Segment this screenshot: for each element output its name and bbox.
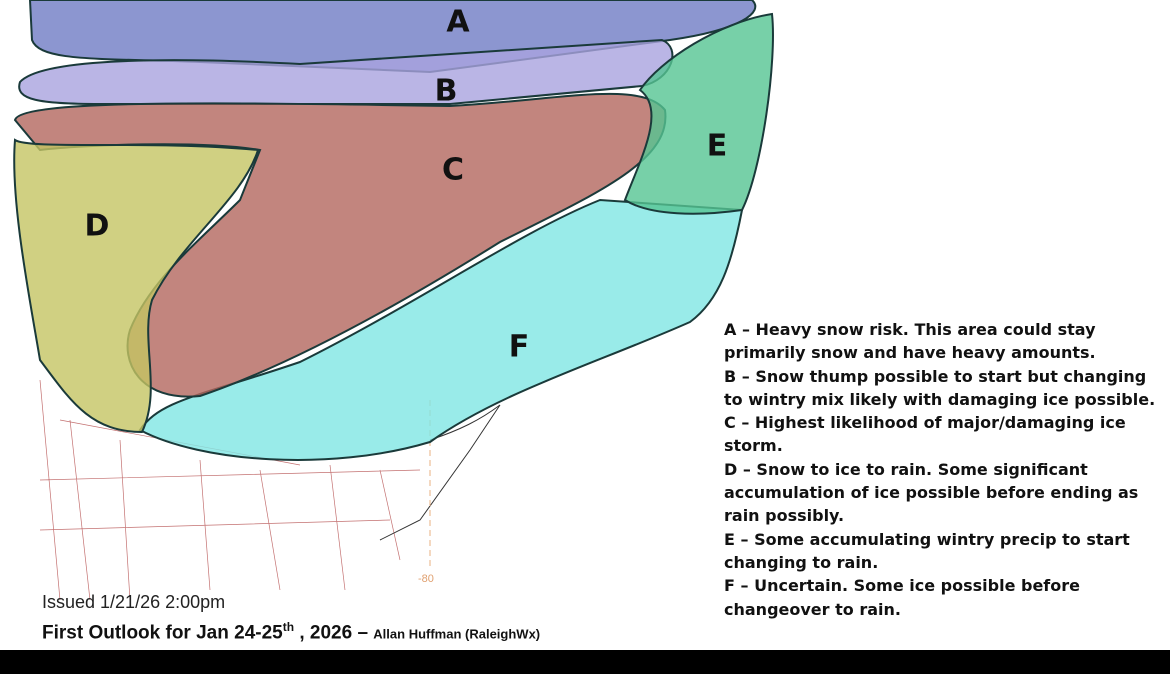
author: Allan Huffman (RaleighWx) xyxy=(373,626,541,642)
region xyxy=(13,138,260,434)
issued-date: Issued 1/21/26 2:00pm xyxy=(42,592,226,612)
longitude-label: -80 xyxy=(418,573,434,585)
region xyxy=(13,92,667,398)
legend-item: F – Uncertain. Some ice possible before … xyxy=(724,576,1080,619)
regions: F AB C D E xyxy=(13,0,774,461)
legend-item: B – Snow thump possible to start but cha… xyxy=(724,366,1156,409)
region-label: D xyxy=(85,209,110,244)
region xyxy=(623,12,774,215)
region xyxy=(138,198,744,461)
outlook-title: First Outlook for Jan 24-25th , 2026 – A… xyxy=(42,620,540,644)
legend-item: C – Highest likelihood of major/damaging… xyxy=(724,413,1126,456)
region-label: E xyxy=(707,129,728,164)
legend: A – Heavy snow risk. This area could sta… xyxy=(724,318,1164,621)
basemap xyxy=(39,379,421,600)
title-sup: th xyxy=(282,620,295,634)
region xyxy=(18,38,674,105)
coastline xyxy=(379,404,501,541)
bottom-bar xyxy=(0,650,1170,674)
legend-item: E – Some accumulating wintry precip to s… xyxy=(724,529,1130,572)
map: -80 F AB C D E xyxy=(13,0,774,600)
title-end: , 2026 – xyxy=(294,622,369,644)
region-label: C xyxy=(442,153,464,188)
region-label: F xyxy=(509,330,530,365)
legend-item: A – Heavy snow risk. This area could sta… xyxy=(724,320,1096,363)
region-label: A xyxy=(446,5,470,40)
region-label: B xyxy=(435,74,458,109)
title-text: First Outlook for Jan 24-25 xyxy=(42,622,283,644)
legend-item: D – Snow to ice to rain. Some significan… xyxy=(724,459,1139,526)
